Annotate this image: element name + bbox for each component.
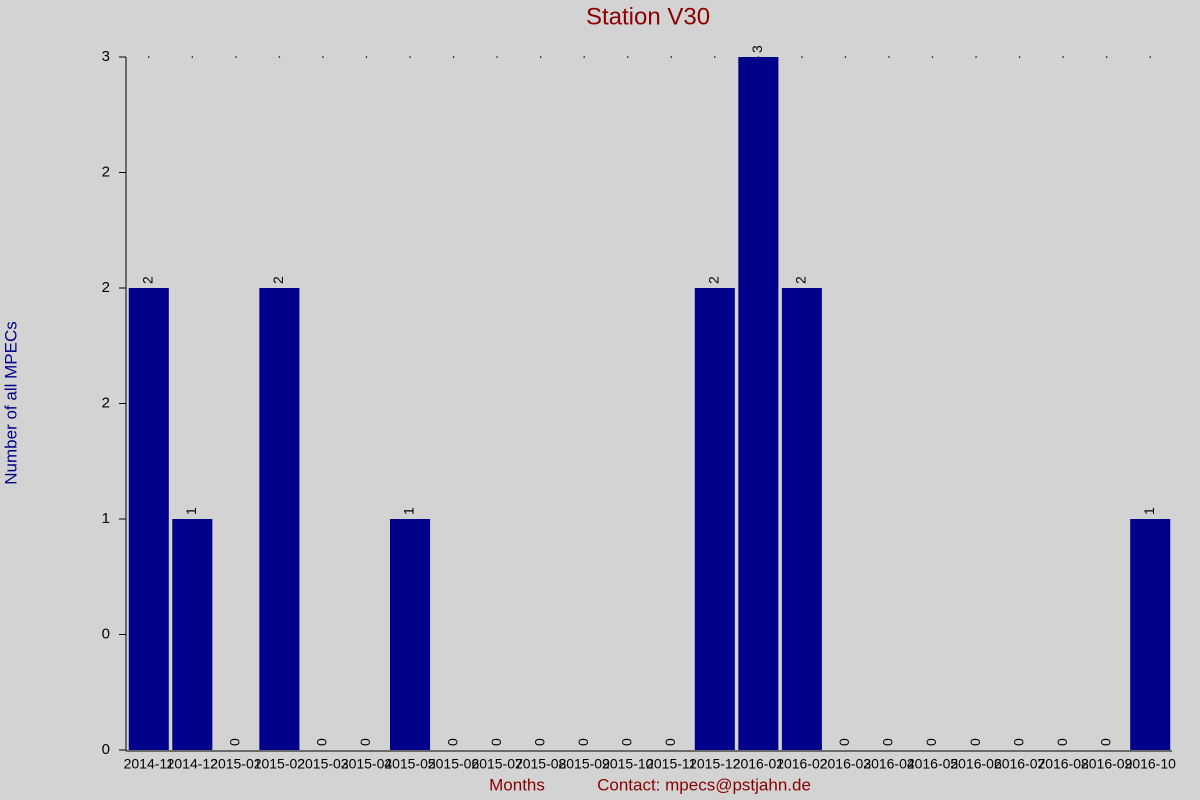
x-tick-label: 2014-11 <box>124 756 175 772</box>
x-tick-label: 2015-09 <box>558 756 610 772</box>
y-tick-label: 0 <box>102 741 110 758</box>
value-label: 0 <box>923 738 939 746</box>
contact-note: Contact: mpecs@pstjahn.de <box>597 775 811 794</box>
y-tick-label: 1 <box>102 510 110 527</box>
x-tick-label: 2016-04 <box>863 756 915 772</box>
top-dot <box>191 56 194 58</box>
value-label: 2 <box>139 276 155 284</box>
value-label: 0 <box>1054 738 1070 746</box>
bar <box>694 288 735 750</box>
x-tick-label: 2016-07 <box>994 756 1046 772</box>
bar <box>128 288 169 750</box>
x-tick-label: 2015-02 <box>254 756 306 772</box>
top-dot <box>844 56 847 58</box>
value-label: 0 <box>314 738 330 746</box>
y-tick-label: 3 <box>102 48 110 65</box>
value-label: 0 <box>575 738 591 746</box>
top-dot <box>278 56 281 58</box>
top-dot <box>147 56 150 58</box>
top-dot <box>888 56 890 58</box>
value-label: 2 <box>270 276 286 284</box>
value-label: 3 <box>749 45 765 53</box>
bar <box>1130 519 1171 750</box>
top-dot <box>322 56 324 58</box>
value-label: 0 <box>1010 738 1026 746</box>
x-tick-label: 2015-05 <box>384 756 436 772</box>
x-tick-label: 2016-06 <box>950 756 1002 772</box>
x-tick-label: 2015-08 <box>515 756 567 772</box>
top-dot <box>801 56 803 58</box>
top-dot <box>583 56 585 58</box>
y-tick-label: 2 <box>102 394 110 411</box>
top-dot <box>975 56 977 58</box>
x-tick-label: 2015-01 <box>210 756 262 772</box>
top-dot <box>1018 56 1021 58</box>
bar <box>389 519 431 750</box>
top-dot <box>714 56 716 58</box>
x-tick-label: 2016-02 <box>776 756 828 772</box>
top-dot <box>1149 56 1152 58</box>
top-dot <box>365 56 368 58</box>
x-tick-label: 2014-12 <box>167 756 219 772</box>
top-dot <box>452 56 455 58</box>
bar <box>781 288 822 750</box>
value-label: 1 <box>401 507 417 515</box>
y-tick-label: 2 <box>102 279 110 296</box>
value-label: 0 <box>880 738 896 746</box>
value-label: 0 <box>662 738 678 746</box>
x-tick-label: 2015-03 <box>297 756 349 772</box>
top-dot <box>409 56 411 58</box>
x-tick-label: 2016-08 <box>1037 756 1089 772</box>
value-label: 0 <box>488 738 504 746</box>
x-tick-label: 2015-11 <box>646 756 697 772</box>
bar <box>738 57 779 750</box>
x-tick-label: 2016-01 <box>733 756 785 772</box>
top-dot <box>670 56 673 58</box>
x-tick-label: 2015-12 <box>689 756 741 772</box>
value-label: 0 <box>444 738 460 746</box>
top-dot <box>626 56 629 58</box>
value-label: 0 <box>227 738 243 746</box>
y-axis-label: Number of all MPECs <box>1 321 20 484</box>
value-label: 0 <box>531 738 547 746</box>
x-tick-label: 2015-06 <box>428 756 480 772</box>
value-label: 0 <box>1097 738 1113 746</box>
x-tick-label: 2015-04 <box>341 756 393 772</box>
top-dot <box>1062 56 1064 58</box>
chart-title: Station V30 <box>586 3 710 30</box>
top-dot <box>235 56 237 58</box>
bar <box>259 288 300 750</box>
value-label: 2 <box>793 276 809 284</box>
top-dot <box>931 56 934 58</box>
value-label: 2 <box>706 276 722 284</box>
value-label: 1 <box>183 507 199 515</box>
top-dot <box>496 56 498 58</box>
value-label: 0 <box>357 738 373 746</box>
x-tick-label: 2015-10 <box>602 756 654 772</box>
value-label: 0 <box>967 738 983 746</box>
x-axis-label: Months <box>489 775 545 794</box>
value-label: 0 <box>836 738 852 746</box>
y-tick-label: 0 <box>102 625 110 642</box>
bar <box>172 519 213 750</box>
y-tick-label: 2 <box>102 163 110 180</box>
x-tick-label: 2016-03 <box>820 756 872 772</box>
x-tick-label: 2016-10 <box>1125 756 1177 772</box>
value-label: 1 <box>1141 507 1157 515</box>
top-dot <box>1105 56 1108 58</box>
top-dot <box>539 56 542 58</box>
x-tick-label: 2016-05 <box>907 756 959 772</box>
x-tick-label: 2016-09 <box>1081 756 1133 772</box>
value-label: 0 <box>618 738 634 746</box>
x-tick-label: 2015-07 <box>471 756 523 772</box>
